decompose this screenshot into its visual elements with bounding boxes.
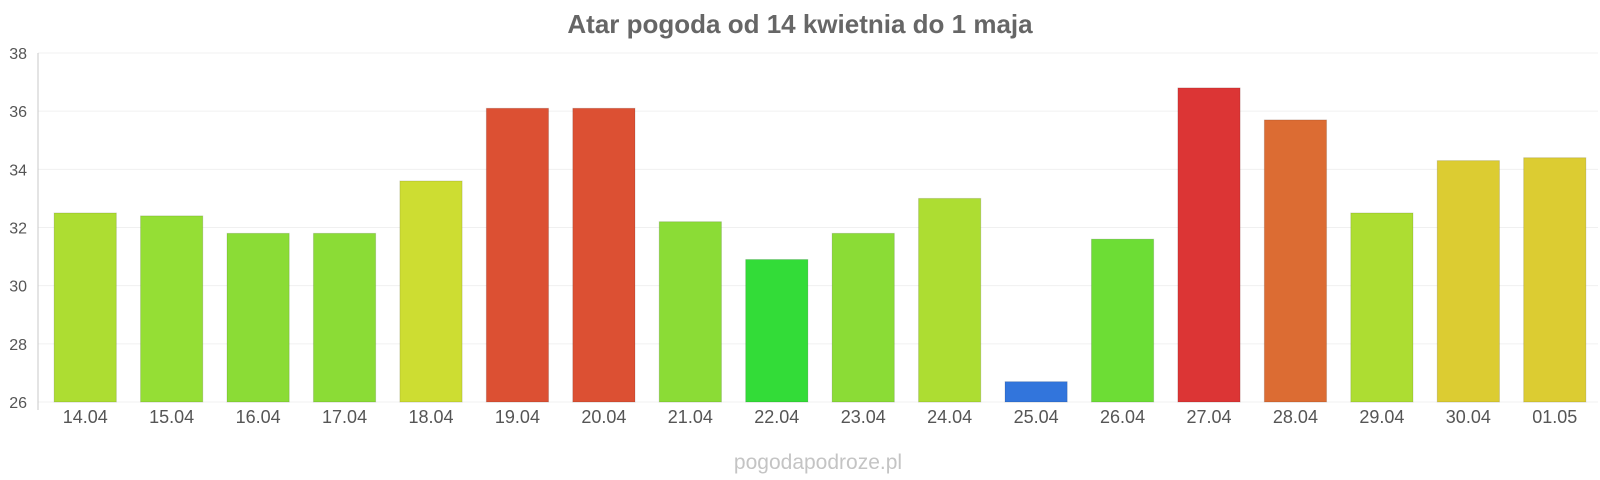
- bar: [1436, 160, 1500, 403]
- watermark-text: pogodapodroze.pl: [734, 451, 902, 474]
- bar: [1263, 119, 1328, 403]
- x-tick-label: 30.04: [1446, 407, 1491, 427]
- x-tick-label: 27.04: [1186, 407, 1231, 427]
- x-tick-label: 29.04: [1359, 407, 1404, 427]
- chart-title: Atar pogoda od 14 kwietnia do 1 maja: [567, 9, 1033, 39]
- bar: [485, 107, 550, 403]
- x-tick-label: 17.04: [322, 407, 367, 427]
- x-tick-label: 19.04: [495, 407, 540, 427]
- y-tick-label: 38: [9, 46, 27, 63]
- bar: [1090, 238, 1155, 403]
- x-tick-label: 20.04: [581, 407, 626, 427]
- y-axis: 26 28 30 32 34 36 38: [9, 46, 39, 412]
- x-tick-label: 22.04: [754, 407, 799, 427]
- bar: [745, 258, 809, 403]
- bar: [312, 232, 377, 403]
- bar: [831, 232, 895, 403]
- y-tick-label: 36: [9, 104, 27, 121]
- bar: [226, 232, 290, 403]
- x-tick-label: 14.04: [63, 407, 108, 427]
- x-axis: 14.04 15.04 16.04 17.04 18.04 19.04 20.04 21.04…: [63, 407, 1578, 427]
- y-tick-label: 28: [9, 337, 27, 354]
- bar: [1523, 157, 1587, 403]
- x-tick-label: 24.04: [927, 407, 972, 427]
- bar: [53, 212, 117, 403]
- y-tick-label: 32: [9, 221, 27, 238]
- x-tick-label: 01.05: [1532, 407, 1577, 427]
- bar: [1004, 381, 1068, 403]
- x-tick-label: 28.04: [1273, 407, 1318, 427]
- bars: [53, 87, 1587, 403]
- x-tick-label: 15.04: [149, 407, 194, 427]
- x-tick-label: 25.04: [1014, 407, 1059, 427]
- y-tick-label: 26: [9, 395, 27, 412]
- bar: [572, 107, 636, 403]
- x-tick-label: 16.04: [236, 407, 281, 427]
- bar: [140, 215, 204, 403]
- bar: [399, 180, 463, 403]
- x-tick-label: 18.04: [408, 407, 453, 427]
- y-tick-label: 34: [9, 162, 27, 179]
- bar: [1350, 212, 1414, 403]
- bar: [1177, 87, 1241, 403]
- bar: [918, 197, 982, 403]
- bar: [658, 221, 722, 403]
- y-tick-label: 30: [9, 279, 27, 296]
- x-tick-label: 23.04: [841, 407, 886, 427]
- x-tick-label: 26.04: [1100, 407, 1145, 427]
- x-tick-label: 21.04: [668, 407, 713, 427]
- grid-lines: [38, 52, 1598, 403]
